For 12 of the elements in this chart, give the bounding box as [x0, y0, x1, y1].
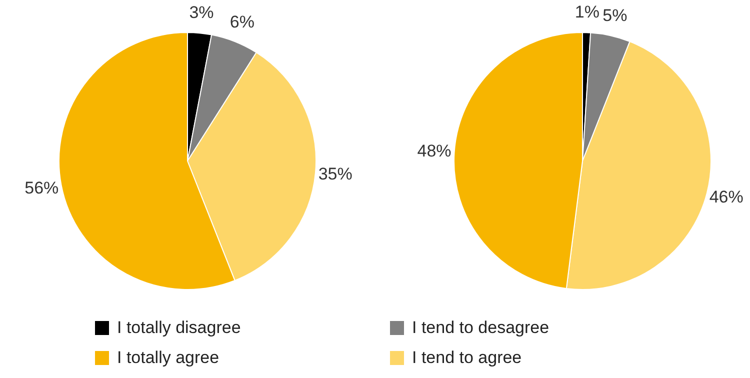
data-label: 3%	[189, 2, 214, 22]
data-label: 5%	[602, 6, 628, 25]
data-label: 56%	[24, 178, 59, 198]
legend-label: I totally agree	[117, 348, 220, 368]
legend-label: I totally disagree	[117, 318, 241, 338]
legend-label: I tend to desagree	[412, 318, 550, 338]
data-label: 6%	[230, 12, 254, 32]
legend-label: I tend to agree	[412, 348, 522, 368]
data-label: 46%	[709, 188, 744, 207]
data-label: 1%	[574, 2, 600, 22]
data-label: 48%	[417, 141, 452, 160]
data-label: 35%	[318, 164, 352, 184]
